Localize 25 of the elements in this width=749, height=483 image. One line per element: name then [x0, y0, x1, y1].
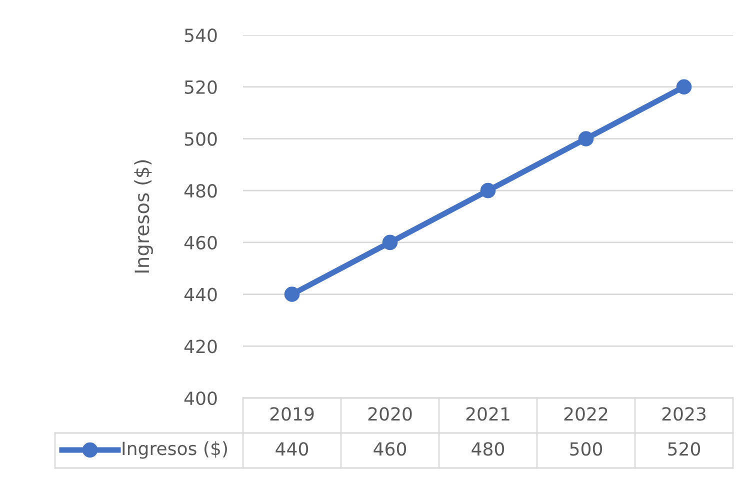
y-tick-label: 440 — [184, 288, 217, 302]
x-tick-label: 2019 — [270, 407, 314, 421]
y-axis-title: Ingresos ($) — [134, 160, 153, 272]
point — [382, 234, 398, 250]
data-label: 460 — [374, 442, 406, 456]
x-tick-label: 2020 — [368, 407, 412, 421]
y-tick-label: 400 — [184, 391, 217, 406]
y-tick-label: 480 — [184, 184, 217, 198]
data-label: 480 — [472, 442, 504, 456]
x-tick-label: 2023 — [662, 407, 706, 421]
legend-label: Ingresos ($) — [122, 441, 227, 459]
y-tick-label: 420 — [184, 340, 217, 354]
y-tick-label: 460 — [184, 236, 217, 250]
x-tick-label: 2021 — [466, 407, 510, 421]
point — [676, 79, 692, 94]
x-tick-label: 2022 — [564, 407, 608, 421]
y-tick-label: 500 — [184, 132, 217, 146]
point — [284, 286, 300, 302]
point — [578, 131, 594, 146]
y-tick-label: 540 — [184, 28, 217, 42]
data-label: 500 — [570, 442, 602, 456]
point — [480, 182, 496, 198]
data-label: 440 — [276, 442, 308, 456]
data-label: 520 — [668, 442, 700, 456]
y-tick-label: 520 — [184, 80, 217, 94]
